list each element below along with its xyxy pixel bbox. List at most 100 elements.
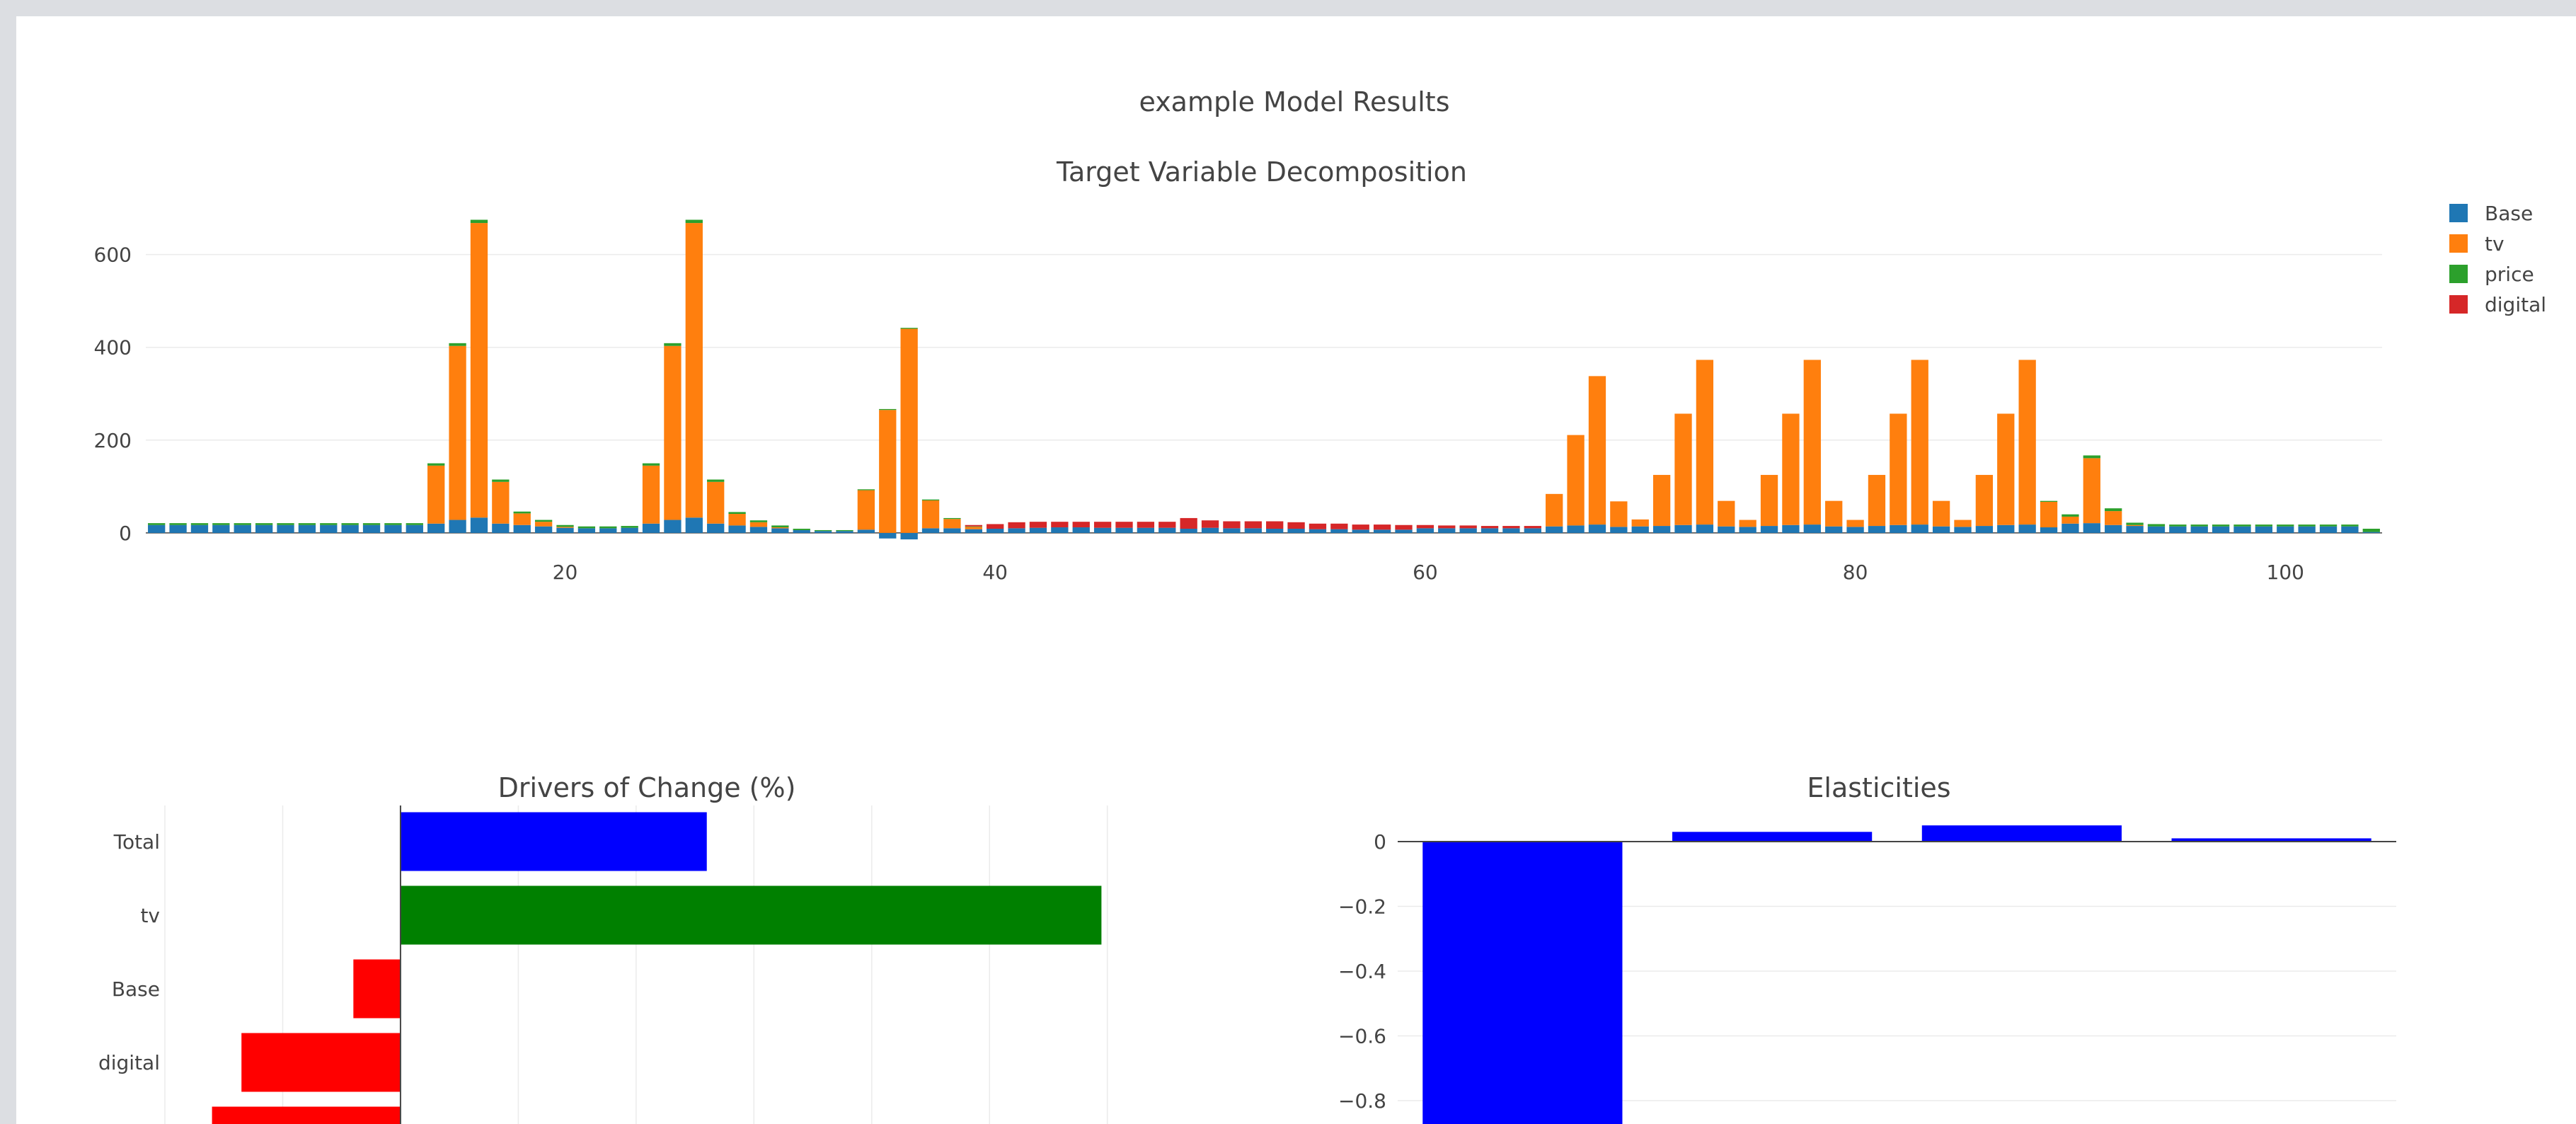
bar-base-43 — [1051, 527, 1069, 533]
bar-base-15 — [449, 520, 466, 533]
driver-label-base: Base — [112, 977, 160, 1001]
driver-label-total: Total — [113, 830, 160, 854]
bar-tv-66 — [1546, 493, 1563, 527]
bar-price-30 — [771, 525, 789, 528]
bar-price-32 — [814, 529, 832, 532]
driver-bar-base — [353, 959, 401, 1019]
bar-tv-84 — [1932, 500, 1950, 527]
bar-base-9 — [320, 524, 338, 533]
bar-digital-40 — [987, 524, 1004, 529]
x-tick-label: 80 — [1843, 561, 1868, 584]
bar-price-4 — [212, 523, 230, 525]
bar-price-35 — [879, 408, 897, 411]
bar-base-82 — [1890, 524, 1907, 533]
driver-bar-price — [212, 1106, 401, 1124]
legend-swatch-tv — [2449, 234, 2468, 253]
legend-item-digital[interactable]: digital — [2449, 293, 2546, 316]
y-tick-label: −0.4 — [1338, 960, 1386, 983]
bar-price-9 — [320, 523, 338, 525]
bar-base-23 — [621, 527, 638, 533]
bar-digital-54 — [1287, 522, 1305, 529]
legend-item-base[interactable]: Base — [2449, 202, 2533, 225]
bar-base-13 — [406, 524, 423, 533]
bar-tv-81 — [1868, 474, 1886, 527]
bar-base-64 — [1502, 528, 1520, 533]
bar-base-84 — [1932, 526, 1950, 533]
bar-tv-19 — [534, 522, 553, 527]
bar-base-34 — [857, 529, 875, 533]
legend-item-tv[interactable]: tv — [2449, 232, 2505, 256]
bar-base-67 — [1567, 525, 1585, 533]
bar-base-89 — [2040, 527, 2058, 533]
bar-base-65 — [1524, 528, 1541, 533]
y-tick-label: 600 — [94, 243, 132, 267]
bar-base-24 — [642, 523, 660, 533]
bar-base-72 — [1674, 524, 1692, 533]
bar-tv-83 — [1911, 360, 1928, 525]
bar-base-62 — [1459, 528, 1477, 533]
bar-base-81 — [1868, 526, 1886, 533]
bar-base-44 — [1072, 527, 1090, 533]
bar-price-21 — [577, 526, 596, 529]
bar-base-5 — [234, 524, 251, 533]
bar-base-40 — [987, 528, 1004, 533]
elasticity-bar-4 — [2171, 838, 2371, 842]
bar-digital-41 — [1008, 522, 1025, 529]
decomposition-chart: Target Variable Decomposition 0200400600… — [94, 156, 2382, 584]
bar-digital-58 — [1373, 524, 1391, 530]
bar-price-19 — [534, 520, 553, 522]
bar-base-38 — [943, 528, 961, 533]
bar-base-1 — [148, 524, 166, 533]
bar-base-103 — [2341, 526, 2359, 533]
bar-tv-75 — [1739, 520, 1756, 527]
bar-digital-64 — [1502, 526, 1520, 529]
bar-price-94 — [2147, 524, 2166, 527]
bar-price-22 — [599, 526, 617, 529]
bar-tv-85 — [1954, 520, 1972, 527]
bar-base-92 — [2105, 524, 2122, 533]
bar-base-26 — [685, 517, 703, 533]
driver-bar-digital — [241, 1033, 401, 1092]
bar-base-37 — [921, 528, 940, 533]
elasticities-bars — [1422, 825, 2371, 1124]
bar-tv-87 — [1997, 413, 2015, 525]
bar-tv-78 — [1803, 360, 1821, 525]
bar-price-38 — [943, 517, 961, 520]
decomposition-y-ticks: 0 200 400 600 — [94, 243, 132, 545]
bar-digital-39 — [965, 524, 982, 527]
bar-base-22 — [599, 528, 617, 533]
legend-item-price[interactable]: price — [2449, 263, 2534, 286]
bar-base-80 — [1846, 527, 1864, 533]
bar-tv-35 — [879, 410, 897, 533]
figure-canvas: example Model Results Target Variable De… — [94, 86, 2546, 1124]
bar-price-28 — [728, 512, 746, 515]
bar-tv-39 — [965, 527, 982, 529]
bar-base-97 — [2212, 526, 2230, 533]
bar-base-48 — [1158, 527, 1176, 533]
bar-base-28 — [728, 525, 746, 533]
bar-digital-42 — [1029, 522, 1047, 528]
bar-base-33 — [836, 531, 853, 533]
bar-digital-61 — [1438, 525, 1456, 529]
bar-base-66 — [1546, 526, 1563, 533]
bar-tv-14 — [427, 465, 445, 524]
drivers-category-labels: TotaltvBasedigitalprice — [98, 830, 160, 1074]
bar-base-85 — [1954, 527, 1972, 533]
bar-tv-17 — [492, 481, 510, 524]
driver-label-digital: digital — [98, 1051, 160, 1074]
bar-price-97 — [2212, 524, 2230, 527]
bar-base-42 — [1029, 527, 1047, 533]
bar-tv-69 — [1610, 501, 1628, 527]
bar-base-2 — [169, 524, 187, 533]
bar-base-69 — [1610, 527, 1628, 533]
bar-price-104 — [2362, 528, 2380, 532]
bar-digital-43 — [1051, 522, 1069, 528]
bar-price-31 — [793, 528, 810, 530]
bar-base-25 — [664, 520, 682, 533]
bar-base-50 — [1201, 527, 1219, 533]
bar-tv-90 — [2062, 516, 2079, 524]
bar-tv-93 — [2126, 524, 2144, 527]
bar-tv-34 — [857, 490, 875, 530]
bar-base-16 — [470, 517, 488, 533]
bar-base-95 — [2169, 526, 2187, 533]
